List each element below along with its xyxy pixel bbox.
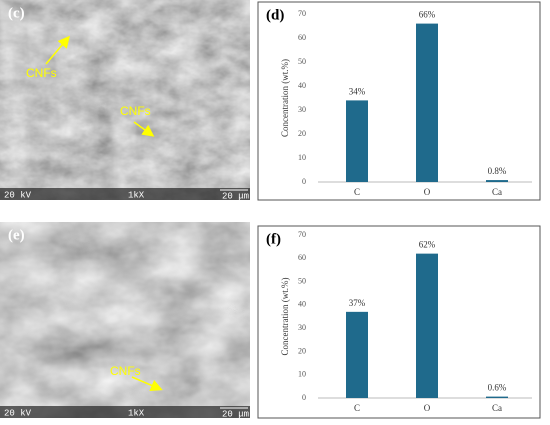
- annotation: CNFs: [26, 66, 57, 80]
- sem-image: [0, 0, 250, 200]
- y-tick-label: 0: [302, 393, 306, 402]
- x-tick-label: C: [354, 403, 360, 413]
- sem-panel-c: (c) CNFs CNFs 20 kV 1kX 20 μm: [0, 0, 250, 201]
- y-tick-label: 60: [298, 253, 306, 262]
- bar: [416, 253, 438, 398]
- y-tick-label: 10: [298, 370, 306, 379]
- panel-label: (e): [8, 227, 25, 243]
- chart-frame: [257, 1, 541, 201]
- y-tick-label: 70: [298, 9, 306, 18]
- data-label: 37%: [349, 298, 366, 308]
- y-tick-label: 20: [298, 129, 306, 138]
- data-label: 0.8%: [488, 166, 507, 176]
- data-label: 62%: [419, 240, 436, 250]
- bar: [346, 311, 368, 398]
- info-bar: [0, 406, 250, 418]
- data-label: 34%: [349, 86, 366, 96]
- scale: 20 μm: [222, 409, 249, 419]
- y-tick-label: 10: [298, 153, 306, 162]
- data-label: 66%: [419, 10, 436, 20]
- panel-label: (f): [266, 231, 281, 247]
- y-tick-label: 30: [298, 105, 306, 114]
- x-tick-label: C: [354, 187, 360, 197]
- voltage: 20 kV: [4, 190, 32, 200]
- arrow: [133, 121, 155, 137]
- sem-image: [0, 222, 250, 418]
- y-tick-label: 40: [298, 300, 306, 309]
- magnification: 1kX: [128, 190, 145, 200]
- y-tick-label: 20: [298, 346, 306, 355]
- y-tick-label: 0: [302, 177, 306, 186]
- y-axis-title: Concentration (wt.%): [280, 59, 290, 137]
- annotation: CNFs: [120, 104, 151, 118]
- scale: 20 μm: [222, 191, 249, 201]
- bar: [486, 180, 508, 182]
- chart-frame: [257, 225, 541, 419]
- arrow: [131, 376, 163, 391]
- y-tick-label: 30: [298, 323, 306, 332]
- x-tick-label: O: [424, 187, 431, 197]
- voltage: 20 kV: [4, 408, 32, 418]
- annotation: CNFs: [110, 364, 141, 378]
- bar: [416, 23, 438, 182]
- x-tick-label: Ca: [492, 403, 502, 413]
- y-tick-label: 70: [298, 230, 306, 239]
- panel-label: (d): [266, 7, 284, 23]
- y-axis-title: Concentration (wt.%): [280, 278, 290, 356]
- x-tick-label: Ca: [492, 187, 502, 197]
- data-label: 0.6%: [488, 383, 507, 393]
- info-bar: [0, 188, 250, 200]
- y-tick-label: 50: [298, 57, 306, 66]
- magnification: 1kX: [128, 408, 145, 418]
- panel-label: (c): [8, 5, 25, 21]
- y-tick-label: 50: [298, 276, 306, 285]
- y-tick-label: 40: [298, 81, 306, 90]
- bar: [346, 100, 368, 182]
- sem-panel-e: (e) CNFs 20 kV 1kX 20 μm: [0, 222, 250, 419]
- x-tick-label: O: [424, 403, 431, 413]
- arrow: [45, 35, 70, 65]
- y-tick-label: 60: [298, 33, 306, 42]
- bar: [486, 396, 508, 398]
